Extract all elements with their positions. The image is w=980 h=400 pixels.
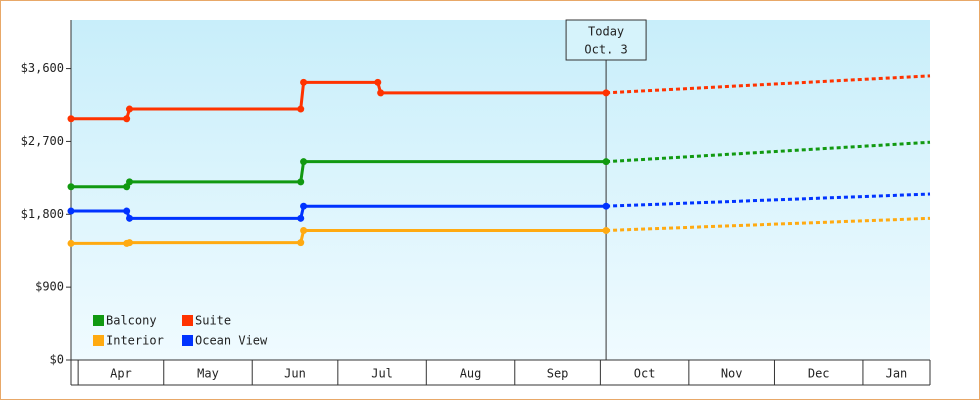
point: [297, 105, 305, 113]
today-label: Today: [588, 25, 624, 39]
forecast-line: [606, 74, 931, 95]
point: [374, 78, 382, 86]
point: [126, 239, 134, 247]
point: [602, 158, 610, 166]
plot-area: [71, 20, 930, 360]
x-tick-label: Jun: [284, 367, 306, 381]
legend-label: Suite: [195, 314, 231, 328]
forecast-line: [606, 216, 931, 232]
point: [126, 105, 134, 113]
point: [377, 89, 385, 97]
point: [300, 202, 308, 210]
legend-swatch: [93, 315, 104, 326]
x-tick-label: Apr: [110, 367, 132, 381]
y-tick-label: $900: [35, 280, 64, 294]
forecast-line: [606, 140, 931, 164]
legend-label: Ocean View: [195, 334, 268, 348]
y-tick-label: $2,700: [21, 134, 64, 148]
point: [67, 183, 75, 191]
point: [67, 239, 75, 247]
point: [297, 178, 305, 186]
y-tick-label: $1,800: [21, 207, 64, 221]
point: [126, 178, 134, 186]
x-tick-label: Jan: [886, 367, 908, 381]
point: [67, 207, 75, 215]
x-tick-label: Aug: [460, 367, 482, 381]
legend-swatch: [182, 315, 193, 326]
x-tick-label: May: [197, 367, 219, 381]
point: [602, 202, 610, 210]
series-line: [71, 160, 607, 189]
legend-label: Interior: [106, 334, 164, 348]
point: [123, 207, 131, 215]
x-tick-label: Dec: [808, 367, 830, 381]
point: [300, 78, 308, 86]
point: [297, 239, 305, 247]
point: [602, 226, 610, 234]
today-label: Oct. 3: [584, 43, 627, 57]
series-line: [71, 204, 607, 220]
x-tick-label: Jul: [371, 367, 393, 381]
legend-swatch: [93, 335, 104, 346]
legend-label: Balcony: [106, 314, 157, 328]
point: [297, 214, 305, 222]
x-tick-label: Oct: [634, 367, 656, 381]
today-box: [565, 19, 647, 61]
y-tick-label: $0: [50, 353, 64, 367]
point: [126, 214, 134, 222]
x-tick-label: Nov: [721, 367, 743, 381]
x-tick-label: Sep: [547, 367, 569, 381]
series-line: [71, 228, 607, 245]
y-tick-label: $3,600: [21, 61, 64, 75]
legend-swatch: [182, 335, 193, 346]
forecast-line: [606, 192, 931, 208]
point: [67, 115, 75, 123]
point: [602, 89, 610, 97]
point: [300, 226, 308, 234]
point: [300, 158, 308, 166]
point: [123, 115, 131, 123]
